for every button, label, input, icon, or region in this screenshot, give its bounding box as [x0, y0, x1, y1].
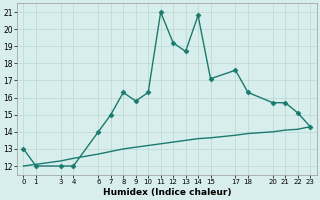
X-axis label: Humidex (Indice chaleur): Humidex (Indice chaleur)	[103, 188, 231, 197]
